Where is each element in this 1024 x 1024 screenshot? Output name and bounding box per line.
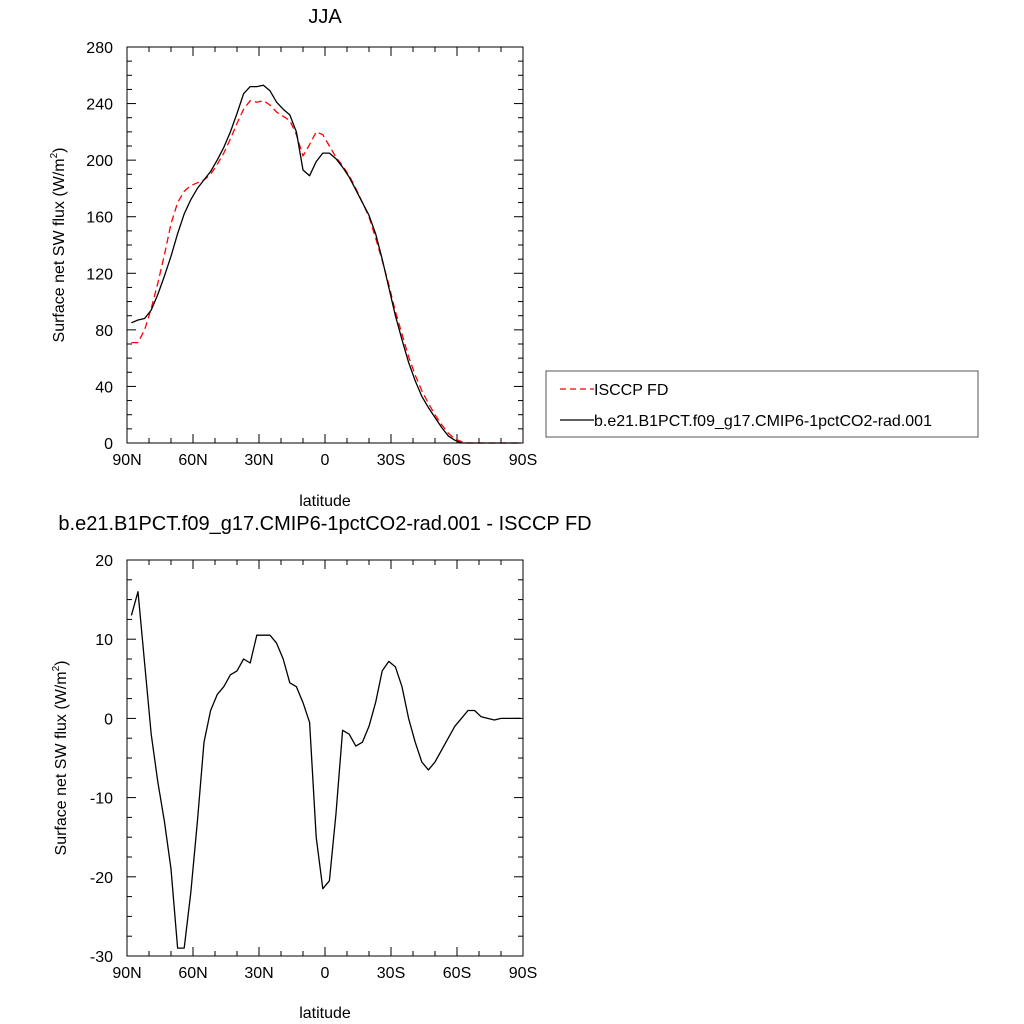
chart-title-bottom: b.e21.B1PCT.f09_g17.CMIP6-1pctCO2-rad.00… bbox=[58, 513, 591, 535]
x-tick-label: 90N bbox=[112, 965, 141, 982]
x-tick-label: 90N bbox=[112, 452, 141, 469]
series-bottom bbox=[130, 591, 521, 949]
x-tick-label: 90S bbox=[509, 965, 537, 982]
series-line-top-0 bbox=[131, 100, 521, 444]
y-tick-label: 80 bbox=[95, 323, 113, 340]
x-tick-label: 30S bbox=[377, 452, 405, 469]
y-tick-label: 40 bbox=[95, 379, 113, 396]
x-tick-label: 0 bbox=[321, 452, 330, 469]
x-tick-labels-bottom: 90N 60N 30N 0 30S 60S 90S bbox=[112, 965, 537, 982]
panel-top: JJA 90N 60N 30N 0 30S 60S 90S 0 40 80 120 160 200 24… bbox=[49, 6, 979, 510]
y-tick-label: 200 bbox=[86, 153, 113, 170]
y-tick-label: 0 bbox=[104, 711, 113, 728]
x-tick-label: 30N bbox=[244, 452, 273, 469]
x-tick-labels-top: 90N 60N 30N 0 30S 60S 90S bbox=[112, 452, 537, 469]
y-tick-labels-top: 0 40 80 120 160 200 240 280 bbox=[86, 40, 113, 453]
y-tick-label: 280 bbox=[86, 40, 113, 57]
legend-label-model: b.e21.B1PCT.f09_g17.CMIP6-1pctCO2-rad.00… bbox=[594, 413, 932, 430]
x-tick-label: 60S bbox=[443, 452, 471, 469]
legend: ISCCP FD b.e21.B1PCT.f09_g17.CMIP6-1pctC… bbox=[545, 370, 979, 438]
plot-frame-top bbox=[126, 46, 524, 444]
y-tick-label: 240 bbox=[86, 97, 113, 114]
axes-bottom bbox=[126, 559, 524, 957]
y-tick-label: 20 bbox=[95, 553, 113, 570]
chart-title-top: JJA bbox=[308, 6, 342, 28]
y-tick-label: 120 bbox=[86, 266, 113, 283]
series-line-bottom-0 bbox=[130, 591, 521, 949]
y-tick-labels-bottom: -30 -20 -10 0 10 20 bbox=[90, 553, 113, 966]
y-axis-label-bottom: Surface net SW flux (W/m2) bbox=[51, 661, 70, 856]
y-tick-label: 0 bbox=[104, 436, 113, 453]
y-tick-label: -20 bbox=[90, 870, 113, 887]
legend-box bbox=[545, 370, 979, 438]
x-tick-label: 60N bbox=[178, 965, 207, 982]
y-tick-label: 10 bbox=[95, 632, 113, 649]
y-tick-label: -10 bbox=[90, 791, 113, 808]
y-tick-label: -30 bbox=[90, 949, 113, 966]
series-line-top-1 bbox=[131, 84, 521, 444]
x-tick-label: 0 bbox=[321, 965, 330, 982]
y-axis-label-top: Surface net SW flux (W/m2) bbox=[49, 148, 68, 343]
x-tick-label: 60S bbox=[443, 965, 471, 982]
plot-frame-bottom bbox=[126, 559, 524, 957]
x-tick-label: 60N bbox=[178, 452, 207, 469]
y-tick-label: 160 bbox=[86, 210, 113, 227]
x-tick-label: 30N bbox=[244, 965, 273, 982]
legend-label-isccp: ISCCP FD bbox=[594, 382, 668, 399]
axes-top bbox=[126, 46, 524, 444]
x-tick-label: 30S bbox=[377, 965, 405, 982]
x-tick-label: 90S bbox=[509, 452, 537, 469]
panel-bottom: b.e21.B1PCT.f09_g17.CMIP6-1pctCO2-rad.00… bbox=[51, 513, 592, 1022]
x-axis-label-bottom: latitude bbox=[299, 1005, 351, 1022]
series-top bbox=[131, 84, 521, 444]
x-axis-label-top: latitude bbox=[299, 493, 351, 510]
